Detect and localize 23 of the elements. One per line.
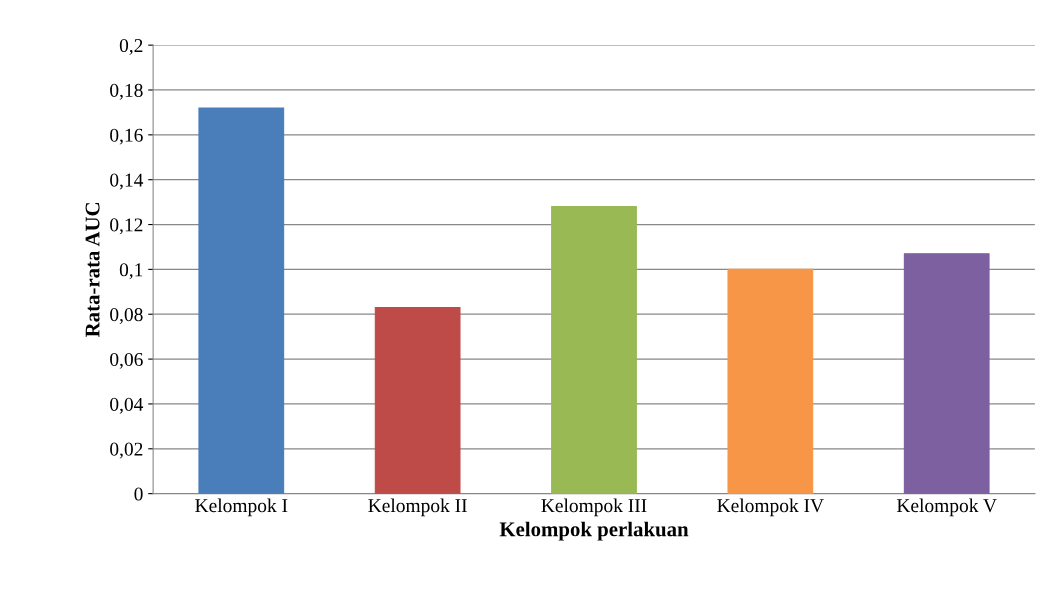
y-tick-label: 0,04 [110, 397, 144, 414]
y-tick-label: 0 [134, 487, 143, 501]
x-tick-label: Kelompok III [541, 498, 647, 517]
y-tick-label: 0,02 [110, 442, 143, 459]
y-tick-label: 0,12 [110, 218, 143, 235]
bar [727, 268, 814, 494]
y-tick-label: 0,14 [110, 173, 144, 190]
x-tick-label: Kelompok V [896, 498, 997, 517]
y-tick-label: 0,06 [110, 352, 143, 369]
bar [374, 306, 461, 494]
x-axis-title: Kelompok perlakuan [499, 521, 689, 541]
y-axis-title: Rata-rata AUC [85, 203, 100, 338]
x-tick-label: Kelompok II [368, 498, 467, 517]
y-tick-label: 0,16 [110, 128, 143, 145]
bar [551, 206, 637, 494]
y-tick-label: 0,18 [110, 83, 143, 100]
bar [198, 107, 285, 494]
y-tick-label: 0,08 [110, 308, 143, 324]
bar [903, 253, 990, 494]
x-tick-label: Kelompok I [195, 498, 288, 517]
y-tick-label: 0,1 [119, 263, 143, 280]
y-tick-label: 0,2 [119, 38, 143, 55]
x-tick-label: Kelompok IV [717, 498, 824, 517]
